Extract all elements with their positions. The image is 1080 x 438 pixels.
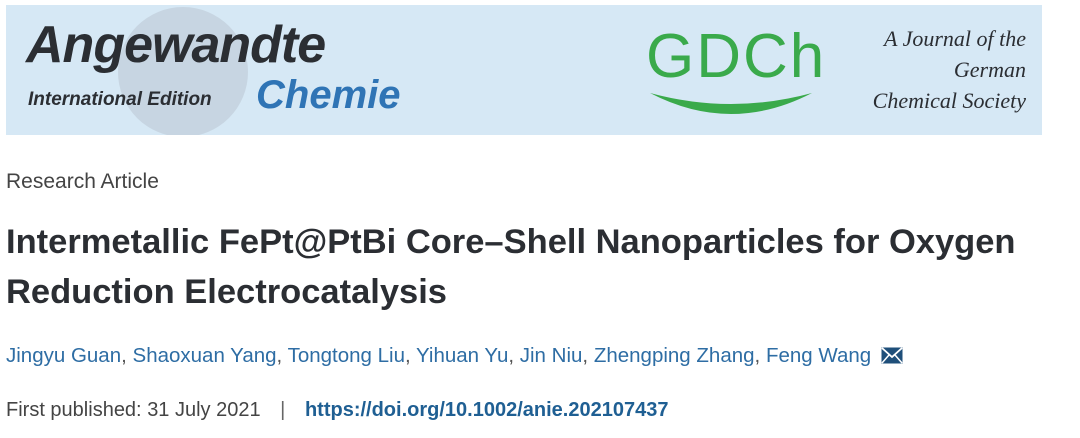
journal-subtitle: Chemie — [256, 73, 401, 117]
society-line: A Journal of the — [884, 26, 1026, 51]
author-link[interactable]: Shaoxuan Yang — [132, 344, 277, 367]
author-separator: , — [404, 344, 416, 367]
published-label: First published: — [6, 399, 142, 421]
society-line: German — [953, 57, 1026, 82]
journal-banner[interactable]: Angewandte International Edition Chemie … — [6, 5, 1042, 135]
gdch-arc-icon — [650, 93, 812, 114]
author-separator: , — [754, 344, 766, 367]
gdch-logo: GDCh — [646, 22, 827, 91]
author-separator: , — [121, 344, 133, 367]
author-separator: , — [508, 344, 520, 367]
society-statement: A Journal of the German Chemical Society — [873, 23, 1026, 116]
author-link[interactable]: Jingyu Guan — [6, 344, 122, 367]
banner-decoration — [118, 7, 248, 135]
doi-link[interactable]: https://doi.org/10.1002/anie.202107437 — [304, 399, 669, 421]
society-line: Chemical Society — [872, 88, 1026, 113]
title-line: Intermetallic FePt@PtBi Core–Shell Nanop… — [6, 223, 1016, 261]
author-link[interactable]: Jin Niu — [519, 344, 583, 367]
author-link[interactable]: Zhengping Zhang — [593, 344, 755, 367]
author-list: Jingyu Guan, Shaoxuan Yang, Tongtong Liu… — [6, 344, 903, 368]
journal-title: Angewandte — [26, 16, 326, 74]
author-separator: , — [276, 344, 288, 367]
publication-info: First published: 31 July 2021 | https://… — [6, 399, 668, 422]
article-type: Research Article — [6, 170, 159, 193]
title-line: Reduction Electrocatalysis — [6, 273, 447, 311]
author-link[interactable]: Yihuan Yu — [416, 344, 509, 367]
envelope-icon[interactable] — [881, 347, 903, 364]
journal-edition: International Edition — [28, 89, 212, 110]
author-separator: , — [582, 344, 594, 367]
article-title: Intermetallic FePt@PtBi Core–Shell Nanop… — [6, 217, 1080, 317]
author-link[interactable]: Tongtong Liu — [287, 344, 405, 367]
published-date: 31 July 2021 — [147, 399, 261, 421]
author-link[interactable]: Feng Wang — [765, 344, 872, 367]
divider: | — [280, 399, 286, 421]
